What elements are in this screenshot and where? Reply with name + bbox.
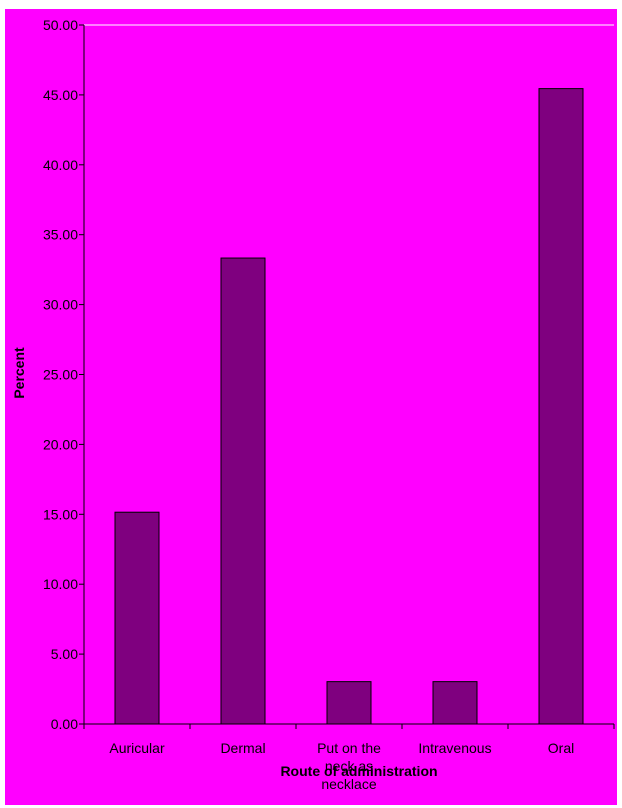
chart-area: 0.00 5.00 10.00 15.00 20.00 25.00 30.00 35.00 40…	[5, 9, 617, 805]
y-tick-label: 30.00	[43, 297, 78, 313]
bar	[221, 258, 265, 724]
x-axis-title: Route of administration	[280, 763, 437, 779]
y-tick-label: 15.00	[43, 506, 78, 522]
y-tick-label: 45.00	[43, 87, 78, 103]
y-tick-label: 40.00	[43, 157, 78, 173]
y-tick-label: 25.00	[43, 367, 78, 383]
bar-chart: 0.00 5.00 10.00 15.00 20.00 25.00 30.00 35.00 40…	[5, 9, 617, 805]
x-category-label: Auricular	[109, 740, 165, 756]
y-tick-label: 35.00	[43, 227, 78, 243]
y-tick-label: 0.00	[51, 716, 78, 732]
y-tick-label: 5.00	[51, 646, 78, 662]
x-category-label: Intravenous	[418, 740, 491, 756]
y-axis-title: Percent	[11, 347, 27, 399]
y-tick-label: 20.00	[43, 436, 78, 452]
y-tick-label: 10.00	[43, 576, 78, 592]
bar	[539, 89, 583, 724]
x-category-label: Dermal	[220, 740, 265, 756]
x-category-label: Oral	[548, 740, 574, 756]
bar	[327, 682, 371, 724]
bar	[433, 682, 477, 724]
bar	[115, 512, 159, 724]
chart-background	[5, 9, 617, 805]
y-tick-label: 50.00	[43, 17, 78, 33]
